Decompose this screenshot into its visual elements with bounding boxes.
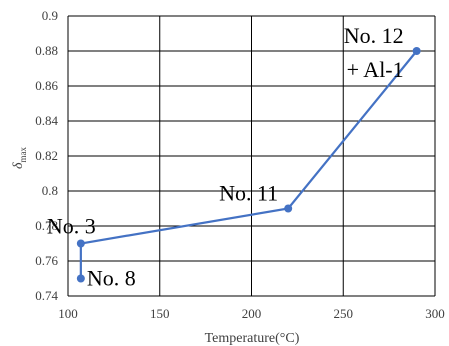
y-tick-label-2: 0.78 — [35, 218, 58, 233]
data-point-1 — [76, 239, 85, 248]
series — [76, 47, 421, 283]
y-axis-label: δmax — [11, 146, 28, 169]
y-tick-label-5: 0.84 — [35, 113, 58, 128]
annotation-3: No. 12 — [344, 23, 404, 48]
x-tick-label-0: 100 — [58, 306, 78, 321]
y-tick-label-6: 0.86 — [35, 78, 58, 93]
y-tick-label-0: 0.74 — [35, 288, 58, 303]
series-line — [79, 50, 418, 279]
y-tick-label-3: 0.8 — [42, 183, 58, 198]
grid — [67, 15, 436, 297]
y-tick-labels: 0.74 0.76 0.78 0.8 0.82 0.84 0.86 0.88 0.9 — [35, 8, 58, 303]
x-tick-labels: 100 150 200 250 300 — [58, 306, 445, 321]
y-tick-label-1: 0.76 — [35, 253, 58, 268]
data-point-2 — [284, 204, 293, 213]
y-tick-label-4: 0.82 — [35, 148, 58, 163]
x-tick-label-2: 200 — [242, 306, 262, 321]
x-tick-label-1: 150 — [150, 306, 170, 321]
x-tick-label-4: 300 — [425, 306, 445, 321]
annotation-1: No. 3 — [47, 214, 96, 239]
y-tick-label-7: 0.88 — [35, 43, 58, 58]
annotation-4: + Al-1 — [347, 57, 404, 82]
data-point-3 — [412, 47, 421, 55]
x-axis-label: Temperature(°C) — [205, 331, 300, 346]
y-axis-label-sub: max — [18, 146, 28, 162]
annotations: No. 8 No. 3 No. 11 No. 12 + Al-1 — [47, 23, 404, 291]
data-point-0 — [76, 274, 85, 283]
annotation-0: No. 8 — [87, 266, 136, 291]
y-tick-label-8: 0.9 — [42, 8, 58, 23]
x-tick-label-3: 250 — [334, 306, 354, 321]
annotation-2: No. 11 — [219, 181, 278, 206]
y-axis-label-main: δ — [11, 162, 26, 169]
